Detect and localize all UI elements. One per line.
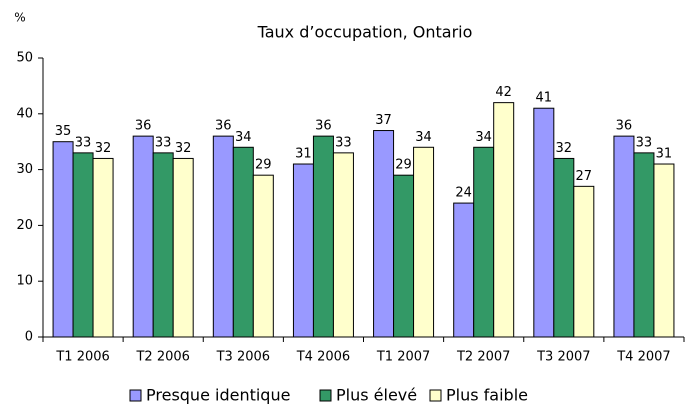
legend-label: Plus élevé	[336, 386, 417, 405]
bar	[533, 107, 555, 338]
data-label: 32	[175, 141, 192, 156]
bar	[252, 174, 274, 338]
y-tick-label: 10	[16, 274, 33, 289]
data-label: 27	[576, 169, 593, 184]
x-tick-label: T3 2006	[216, 350, 270, 365]
bar	[573, 185, 595, 338]
data-label: 36	[135, 119, 152, 134]
bar	[132, 135, 154, 338]
data-label: 29	[255, 158, 272, 173]
data-label: 41	[536, 91, 553, 106]
legend-swatch	[429, 389, 442, 402]
x-tick-label: T2 2007	[456, 350, 510, 365]
bar	[172, 157, 194, 338]
data-label: 42	[495, 85, 512, 100]
chart-title: Taux d’occupation, Ontario	[257, 23, 473, 42]
bar	[212, 135, 234, 338]
bar	[232, 146, 254, 338]
y-tick-label: 20	[16, 218, 33, 233]
bar	[473, 146, 495, 338]
bar	[553, 157, 575, 338]
bar	[453, 202, 475, 338]
y-tick-label: 0	[25, 330, 33, 345]
data-label: 33	[636, 135, 653, 150]
legend-swatch	[129, 389, 142, 402]
bar	[72, 152, 94, 338]
data-label: 36	[616, 119, 633, 134]
data-label: 34	[415, 130, 432, 145]
x-tick-label: T2 2006	[135, 350, 189, 365]
data-label: 37	[375, 113, 392, 128]
bar	[92, 157, 114, 338]
y-tick-label: 40	[16, 106, 33, 121]
data-label: 32	[95, 141, 112, 156]
x-tick-label: T1 2007	[376, 350, 430, 365]
bar	[413, 146, 435, 338]
data-label: 34	[475, 130, 492, 145]
x-tick-label: T4 2007	[616, 350, 670, 365]
legend-label: Plus faible	[446, 386, 528, 405]
x-tick-label: T3 2007	[536, 350, 590, 365]
legend-swatch	[319, 389, 332, 402]
x-tick-label: T4 2006	[296, 350, 350, 365]
bar	[393, 174, 415, 338]
bar	[292, 163, 314, 338]
bar	[613, 135, 635, 338]
legend-label: Presque identique	[146, 386, 290, 405]
bar	[373, 130, 395, 338]
data-label: 36	[215, 119, 232, 134]
bar	[633, 152, 655, 338]
bar	[332, 152, 354, 338]
data-label: 36	[315, 119, 332, 134]
bar	[312, 135, 334, 338]
bar	[493, 102, 515, 338]
data-label: 31	[656, 147, 673, 162]
bar	[152, 152, 174, 338]
data-label: 33	[155, 135, 172, 150]
data-label: 29	[395, 158, 412, 173]
data-label: 33	[75, 135, 92, 150]
data-label: 34	[235, 130, 252, 145]
data-label: 32	[556, 141, 573, 156]
bar	[52, 141, 74, 338]
data-label: 31	[295, 147, 312, 162]
y-tick-label: 30	[16, 162, 33, 177]
data-label: 33	[335, 135, 352, 150]
y-axis-label: %	[14, 11, 25, 25]
bar	[653, 163, 675, 338]
data-label: 35	[55, 124, 72, 139]
x-tick-label: T1 2006	[55, 350, 109, 365]
y-tick-label: 50	[16, 51, 33, 66]
data-label: 24	[455, 186, 472, 201]
